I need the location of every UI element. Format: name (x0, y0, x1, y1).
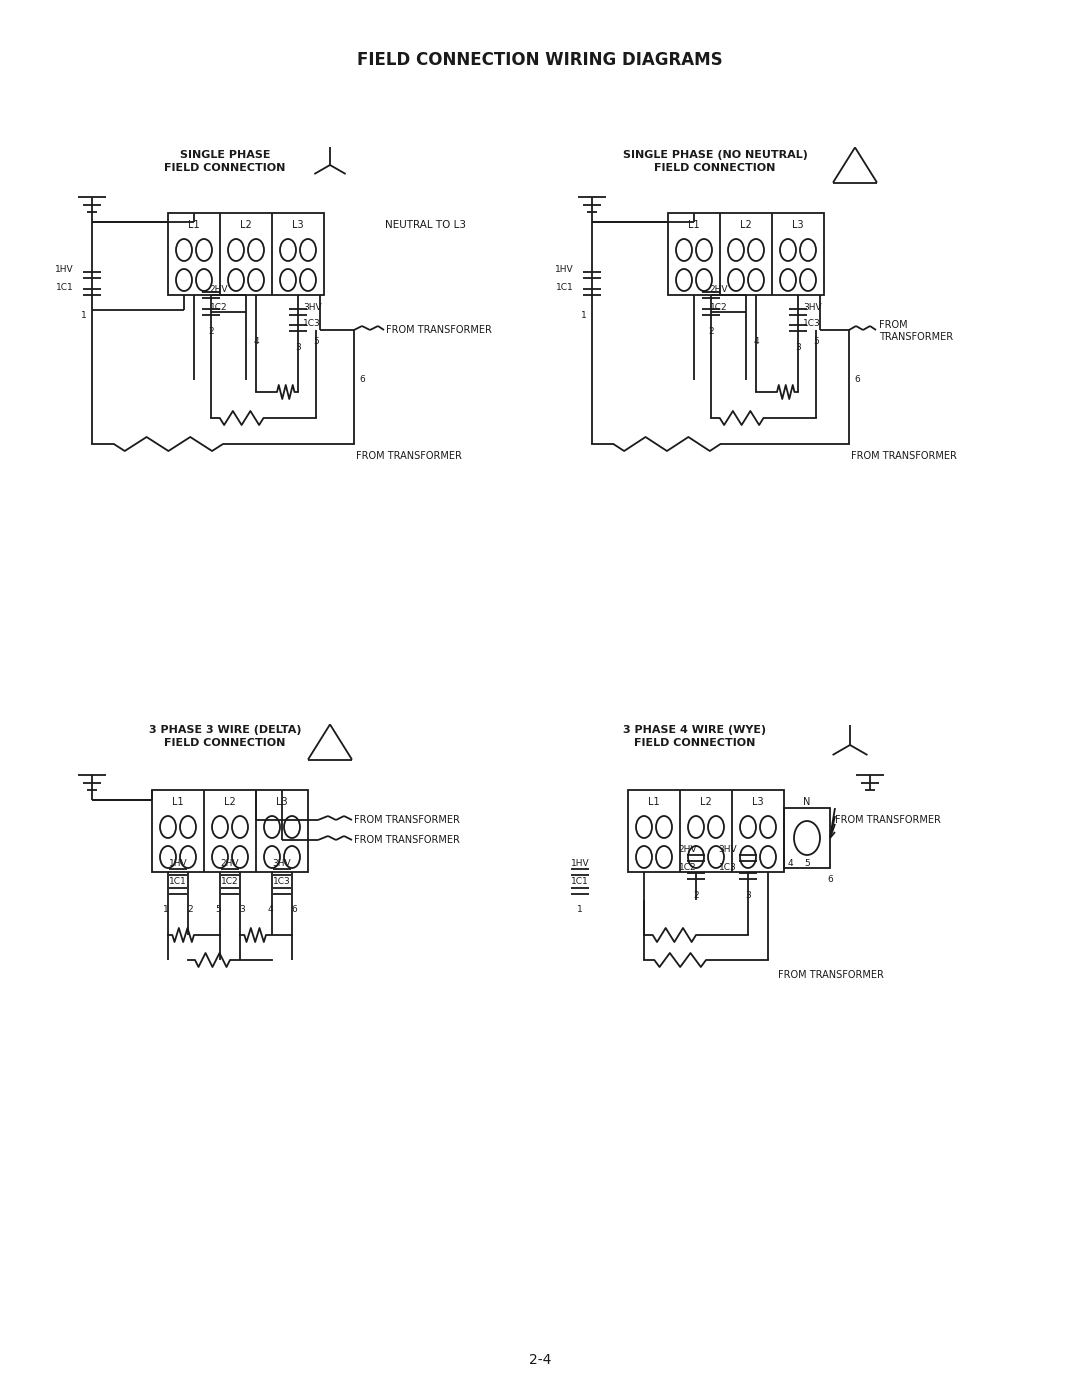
Text: 1C1: 1C1 (556, 282, 573, 292)
Text: 1C2: 1C2 (221, 877, 239, 887)
Text: 2-4: 2-4 (529, 1354, 551, 1368)
Text: 2: 2 (708, 327, 714, 337)
Text: 3HV: 3HV (303, 303, 322, 312)
Text: 1C1: 1C1 (571, 877, 589, 887)
Text: FROM TRANSFORMER: FROM TRANSFORMER (851, 451, 957, 461)
Text: 1C3: 1C3 (303, 319, 321, 327)
Text: 2HV: 2HV (710, 285, 728, 295)
Text: 6: 6 (292, 905, 297, 915)
Text: 1C1: 1C1 (56, 282, 75, 292)
Text: L2: L2 (700, 798, 712, 807)
Text: 2: 2 (693, 890, 699, 900)
Text: 2: 2 (208, 327, 214, 337)
Text: 3: 3 (795, 344, 801, 352)
Text: 4: 4 (753, 338, 759, 346)
Text: FROM TRANSFORMER: FROM TRANSFORMER (835, 814, 941, 826)
Text: L3: L3 (793, 219, 804, 231)
Bar (784, 807, 831, 868)
Text: FROM TRANSFORMER: FROM TRANSFORMER (354, 814, 460, 826)
Text: 1C2: 1C2 (711, 303, 728, 312)
Text: L1: L1 (172, 798, 184, 807)
Text: L1: L1 (648, 798, 660, 807)
Text: FROM TRANSFORMER: FROM TRANSFORMER (356, 451, 462, 461)
Text: FROM TRANSFORMER: FROM TRANSFORMER (354, 835, 460, 845)
Text: 1: 1 (577, 905, 583, 915)
Text: 1C2: 1C2 (679, 863, 697, 873)
Text: 1HV: 1HV (168, 859, 187, 868)
Text: 2: 2 (187, 905, 193, 915)
Text: 1: 1 (581, 310, 586, 320)
Bar (627, 789, 784, 872)
Text: 1C3: 1C3 (719, 863, 737, 873)
Text: 5: 5 (805, 859, 810, 868)
Text: 1HV: 1HV (55, 265, 75, 274)
Text: 3 PHASE 4 WIRE (WYE): 3 PHASE 4 WIRE (WYE) (623, 725, 767, 735)
Text: 1HV: 1HV (570, 859, 590, 868)
Text: NEUTRAL TO L3: NEUTRAL TO L3 (384, 219, 465, 231)
Text: SINGLE PHASE (NO NEUTRAL): SINGLE PHASE (NO NEUTRAL) (622, 149, 808, 161)
Text: 3: 3 (295, 344, 301, 352)
Text: 6: 6 (854, 376, 860, 384)
Text: 3: 3 (745, 890, 751, 900)
Text: TRANSFORMER: TRANSFORMER (879, 332, 954, 342)
Text: L2: L2 (225, 798, 235, 807)
Text: L3: L3 (752, 798, 764, 807)
Text: FROM TRANSFORMER: FROM TRANSFORMER (778, 970, 883, 981)
Text: L2: L2 (240, 219, 252, 231)
Text: FIELD CONNECTION: FIELD CONNECTION (164, 738, 286, 747)
Text: 6: 6 (360, 376, 365, 384)
Text: 3 PHASE 3 WIRE (DELTA): 3 PHASE 3 WIRE (DELTA) (149, 725, 301, 735)
Text: FIELD CONNECTION: FIELD CONNECTION (164, 163, 286, 173)
Text: FROM: FROM (879, 320, 907, 330)
Text: 5: 5 (215, 905, 221, 915)
Text: N: N (804, 798, 811, 807)
Text: 1: 1 (81, 310, 86, 320)
Text: 3HV: 3HV (718, 845, 738, 855)
Text: 4: 4 (267, 905, 273, 915)
Text: 3HV: 3HV (804, 303, 822, 312)
Text: 2HV: 2HV (678, 845, 698, 855)
Text: 3: 3 (239, 905, 245, 915)
Text: 5: 5 (813, 338, 819, 346)
Text: 1C1: 1C1 (170, 877, 187, 887)
Text: FROM TRANSFORMER: FROM TRANSFORMER (386, 326, 491, 335)
Text: L2: L2 (740, 219, 752, 231)
Text: 1C3: 1C3 (804, 319, 821, 327)
Text: 1HV: 1HV (555, 265, 573, 274)
Bar (669, 212, 824, 295)
Text: 3HV: 3HV (272, 859, 292, 868)
Text: 1C2: 1C2 (211, 303, 228, 312)
Text: 5: 5 (313, 338, 319, 346)
Text: L1: L1 (688, 219, 700, 231)
Text: 4: 4 (787, 859, 793, 868)
Text: SINGLE PHASE: SINGLE PHASE (179, 149, 270, 161)
Text: FIELD CONNECTION WIRING DIAGRAMS: FIELD CONNECTION WIRING DIAGRAMS (357, 52, 723, 68)
Text: 1: 1 (163, 905, 168, 915)
Text: 2HV: 2HV (220, 859, 240, 868)
Text: L3: L3 (276, 798, 287, 807)
Text: 2HV: 2HV (210, 285, 228, 295)
Text: 6: 6 (827, 876, 833, 884)
Text: 1C3: 1C3 (273, 877, 291, 887)
Text: L1: L1 (188, 219, 200, 231)
Bar (152, 789, 308, 872)
Text: FIELD CONNECTION: FIELD CONNECTION (634, 738, 756, 747)
Text: 4: 4 (253, 338, 259, 346)
Text: L3: L3 (293, 219, 303, 231)
Bar (168, 212, 324, 295)
Text: FIELD CONNECTION: FIELD CONNECTION (654, 163, 775, 173)
